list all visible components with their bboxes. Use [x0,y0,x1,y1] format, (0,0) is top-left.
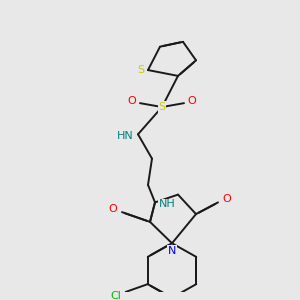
Text: O: O [109,204,117,214]
Text: HN: HN [117,131,134,141]
Text: S: S [158,102,166,112]
Text: Cl: Cl [110,291,121,300]
Text: N: N [168,246,176,256]
Text: O: O [188,96,196,106]
Text: O: O [223,194,231,205]
Text: O: O [128,96,136,106]
Text: NH: NH [159,199,176,209]
Text: S: S [137,65,145,75]
